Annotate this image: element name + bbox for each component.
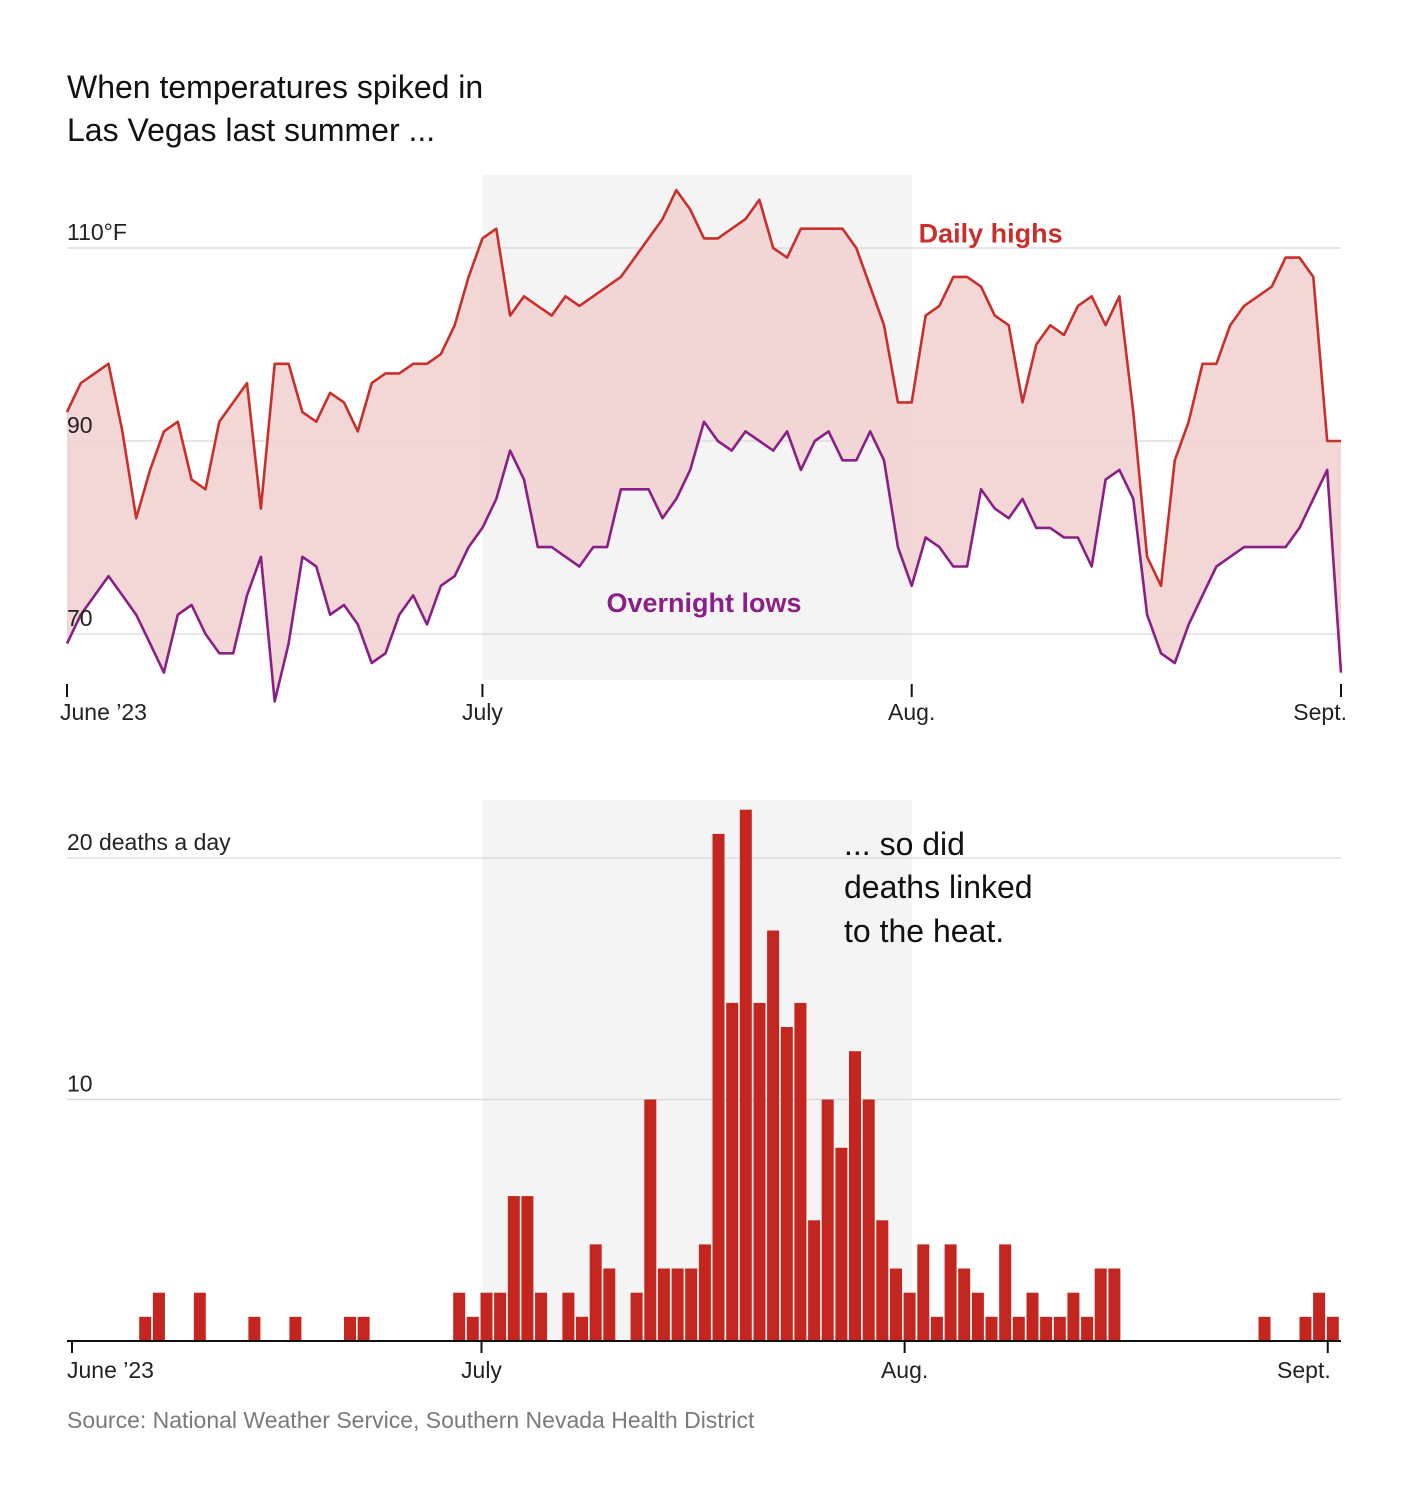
deaths-bar [890,1268,902,1341]
temperature-y-axis: 110°F 90 70 [67,219,127,631]
deaths-bar [767,930,780,1341]
deaths-bar [1299,1316,1312,1341]
daily-highs-label: Daily highs [919,219,1063,249]
deaths-bar [1313,1292,1326,1341]
x-tick-label-aug: Aug. [881,1357,928,1383]
deaths-bar [357,1316,370,1341]
deaths-bar [521,1196,534,1341]
deaths-bar [603,1268,616,1341]
x-tick-label-sept: Sept. [1293,699,1347,725]
x-tick-label-june-23: June ’23 [67,1357,154,1383]
daily-highs-line [65,188,1341,588]
y-tick-label-10: 10 [67,1071,93,1097]
deaths-bar [726,1002,739,1341]
deaths-bar [930,1316,943,1341]
y-tick-label-110-f: 110°F [67,219,127,245]
deaths-gridlines [67,857,1341,1101]
deaths-bar [794,1002,807,1341]
deaths-bar [466,1316,479,1341]
deaths-bar [507,1196,520,1341]
deaths-bar [971,1292,984,1341]
deaths-bar [1012,1316,1025,1341]
deaths-bar [562,1292,575,1341]
x-tick-label-july: July [462,699,503,725]
deaths-bar [808,1220,821,1342]
deaths-bar [193,1292,206,1341]
deaths-bar [1026,1292,1039,1341]
temperature-range-band [67,190,1341,702]
deaths-bar [630,1292,643,1341]
deaths-y-axis: 20 deaths a day 10 [67,829,231,1097]
x-tick-label-june-23: June ’23 [60,699,147,725]
x-tick-label-july: July [461,1357,502,1383]
x-tick-label-aug: Aug. [888,699,935,725]
deaths-bar [958,1268,971,1341]
deaths-bar [835,1147,848,1341]
deaths-bar [712,833,725,1341]
deaths-bar [344,1316,356,1341]
deaths-bar [917,1244,930,1341]
deaths-bar [494,1292,507,1341]
deaths-bar [1094,1268,1107,1341]
deaths-bar [480,1292,493,1341]
y-tick-label-90: 90 [67,412,93,438]
deaths-bars [139,809,1339,1342]
deaths-bar [248,1316,261,1341]
deaths-bar [1258,1316,1271,1341]
deaths-bar [999,1244,1012,1341]
deaths-bar [1040,1316,1053,1341]
deaths-bar [685,1268,698,1341]
deaths-bar [289,1316,302,1341]
deaths-annotation-line-1: ... so did [844,826,965,862]
deaths-bar [903,1292,916,1341]
deaths-bar [944,1244,957,1341]
deaths-bar [657,1268,670,1341]
deaths-bar [453,1292,466,1341]
y-tick-label-20-deaths-a-day: 20 deaths a day [67,829,231,855]
overnight-lows-label: Overnight lows [606,588,801,618]
deaths-bar [1081,1316,1094,1341]
chart-title-line-1: When temperatures spiked in [67,69,483,105]
source-note: Source: National Weather Service, Southe… [67,1407,755,1433]
x-tick-label-sept: Sept. [1277,1357,1331,1383]
deaths-bar [862,1099,875,1341]
deaths-bar [1067,1292,1080,1341]
overnight-lows-line [65,420,1343,703]
deaths-bar [152,1292,165,1341]
deaths-bar [535,1292,548,1341]
deaths-bar [139,1316,152,1341]
chart-title-line-2: Las Vegas last summer ... [67,112,435,148]
deaths-bar [876,1220,889,1342]
deaths-bar [1108,1268,1121,1341]
deaths-bar [589,1244,602,1341]
deaths-bar [753,1002,766,1341]
deaths-bar [644,1099,657,1341]
deaths-bar [576,1316,588,1341]
deaths-bar [739,809,752,1341]
deaths-bar [1326,1316,1339,1341]
deaths-bar [985,1316,998,1341]
deaths-bar [1053,1316,1066,1341]
deaths-panel: 20 deaths a day 10 June ’23 July Aug. Sept. [67,800,1341,1383]
temperature-panel: 110°F 90 70 June ’23 July Aug. Sept. Daily hi… [60,175,1347,725]
deaths-bar [698,1244,711,1341]
deaths-bar [821,1099,834,1341]
y-tick-label-70: 70 [67,605,93,631]
deaths-bar [780,1027,793,1341]
deaths-x-axis: June ’23 July Aug. Sept. [67,1340,1341,1383]
deaths-bar [671,1268,684,1341]
deaths-annotation-line-3: to the heat. [844,913,1004,949]
temperature-x-axis: June ’23 July Aug. Sept. [60,684,1347,725]
deaths-annotation-line-2: deaths linked [844,869,1033,905]
deaths-bar [849,1051,861,1341]
